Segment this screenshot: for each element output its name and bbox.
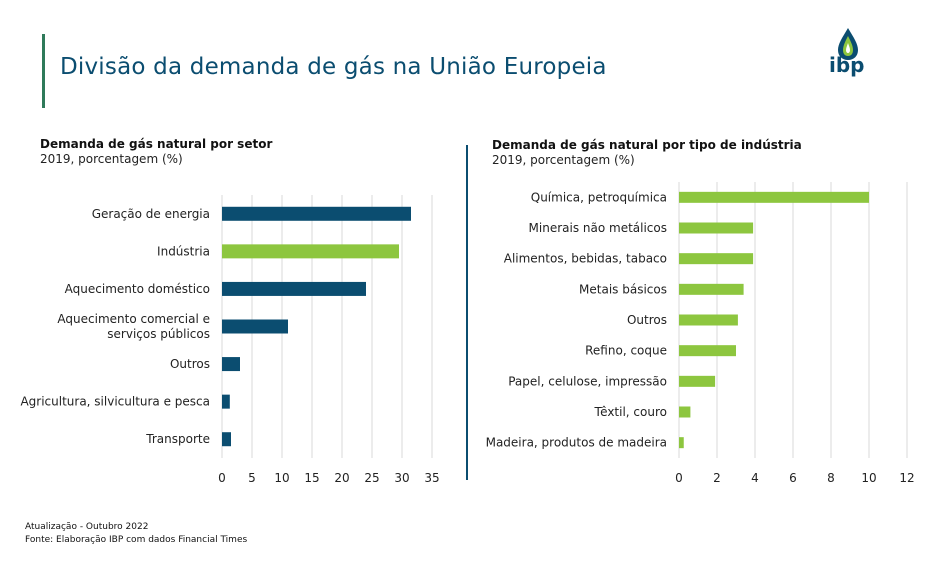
industry-category-label: Têxtil, couro [594,405,667,419]
sector-category-label: Transporte [145,432,210,446]
industry-bar [679,345,736,357]
industry-tick-label: 0 [675,471,683,485]
footer-source: Fonte: Elaboração IBP com dados Financia… [25,535,248,545]
logo-text: ibp [829,53,865,77]
sector-bar [222,244,399,259]
sector-category-label: Aquecimento comercial e serviços públicos [57,312,210,341]
industry-category-label: Metais básicos [579,282,667,296]
industry-category-label: Refino, coque [585,344,667,358]
industry-tick-label: 6 [789,471,797,485]
industry-tick-label: 8 [827,471,835,485]
ibp-logo-icon [838,28,858,60]
sector-bar [222,432,231,447]
industry-bar [679,314,738,326]
footer-update: Atualização - Outubro 2022 [25,522,149,532]
sector-tick-label: 10 [274,471,289,485]
sector-tick-label: 5 [248,471,256,485]
title-accent-bar [42,34,45,108]
sector-tick-label: 15 [304,471,319,485]
sector-bar [222,281,366,296]
industry-category-label: Alimentos, bebidas, tabaco [504,252,667,266]
industry-category-label: Minerais não metálicos [529,221,667,235]
industry-bar [679,191,869,203]
industry-category-label: Papel, celulose, impressão [508,374,667,388]
industry-bar [679,406,691,418]
sector-category-label: Geração de energia [92,207,210,221]
sector-tick-label: 25 [364,471,379,485]
left-chart-subtitle: 2019, porcentagem (%) [40,152,183,166]
sector-tick-label: 20 [334,471,349,485]
left-chart-title: Demanda de gás natural por setor [40,137,273,151]
industry-tick-label: 10 [861,471,876,485]
right-chart-subtitle: 2019, porcentagem (%) [492,153,635,167]
industry-bar [679,437,684,449]
sector-tick-label: 0 [218,471,226,485]
chart-divider [466,145,468,480]
sector-category-label: Outros [170,357,210,371]
sector-bar [222,394,230,409]
sector-tick-label: 35 [424,471,439,485]
industry-tick-label: 2 [713,471,721,485]
industry-category-label: Outros [627,313,667,327]
industry-bar [679,283,744,295]
sector-category-label: Agricultura, silvicultura e pesca [20,395,210,409]
industry-tick-label: 12 [899,471,914,485]
industry-bar [679,222,754,234]
right-chart-title: Demanda de gás natural por tipo de indús… [492,138,802,152]
sector-category-label: Aquecimento doméstico [65,282,210,296]
industry-bar [679,375,716,387]
industry-bar [679,253,754,265]
sector-bar [222,319,288,334]
sector-bar [222,357,240,372]
industry-category-label: Madeira, produtos de madeira [486,436,667,450]
sector-bar [222,206,411,221]
sector-category-label: Indústria [157,244,210,258]
industry-category-label: Química, petroquímica [531,190,667,204]
sector-tick-label: 30 [394,471,409,485]
industry-tick-label: 4 [751,471,759,485]
page-title: Divisão da demanda de gás na União Europ… [60,54,607,80]
